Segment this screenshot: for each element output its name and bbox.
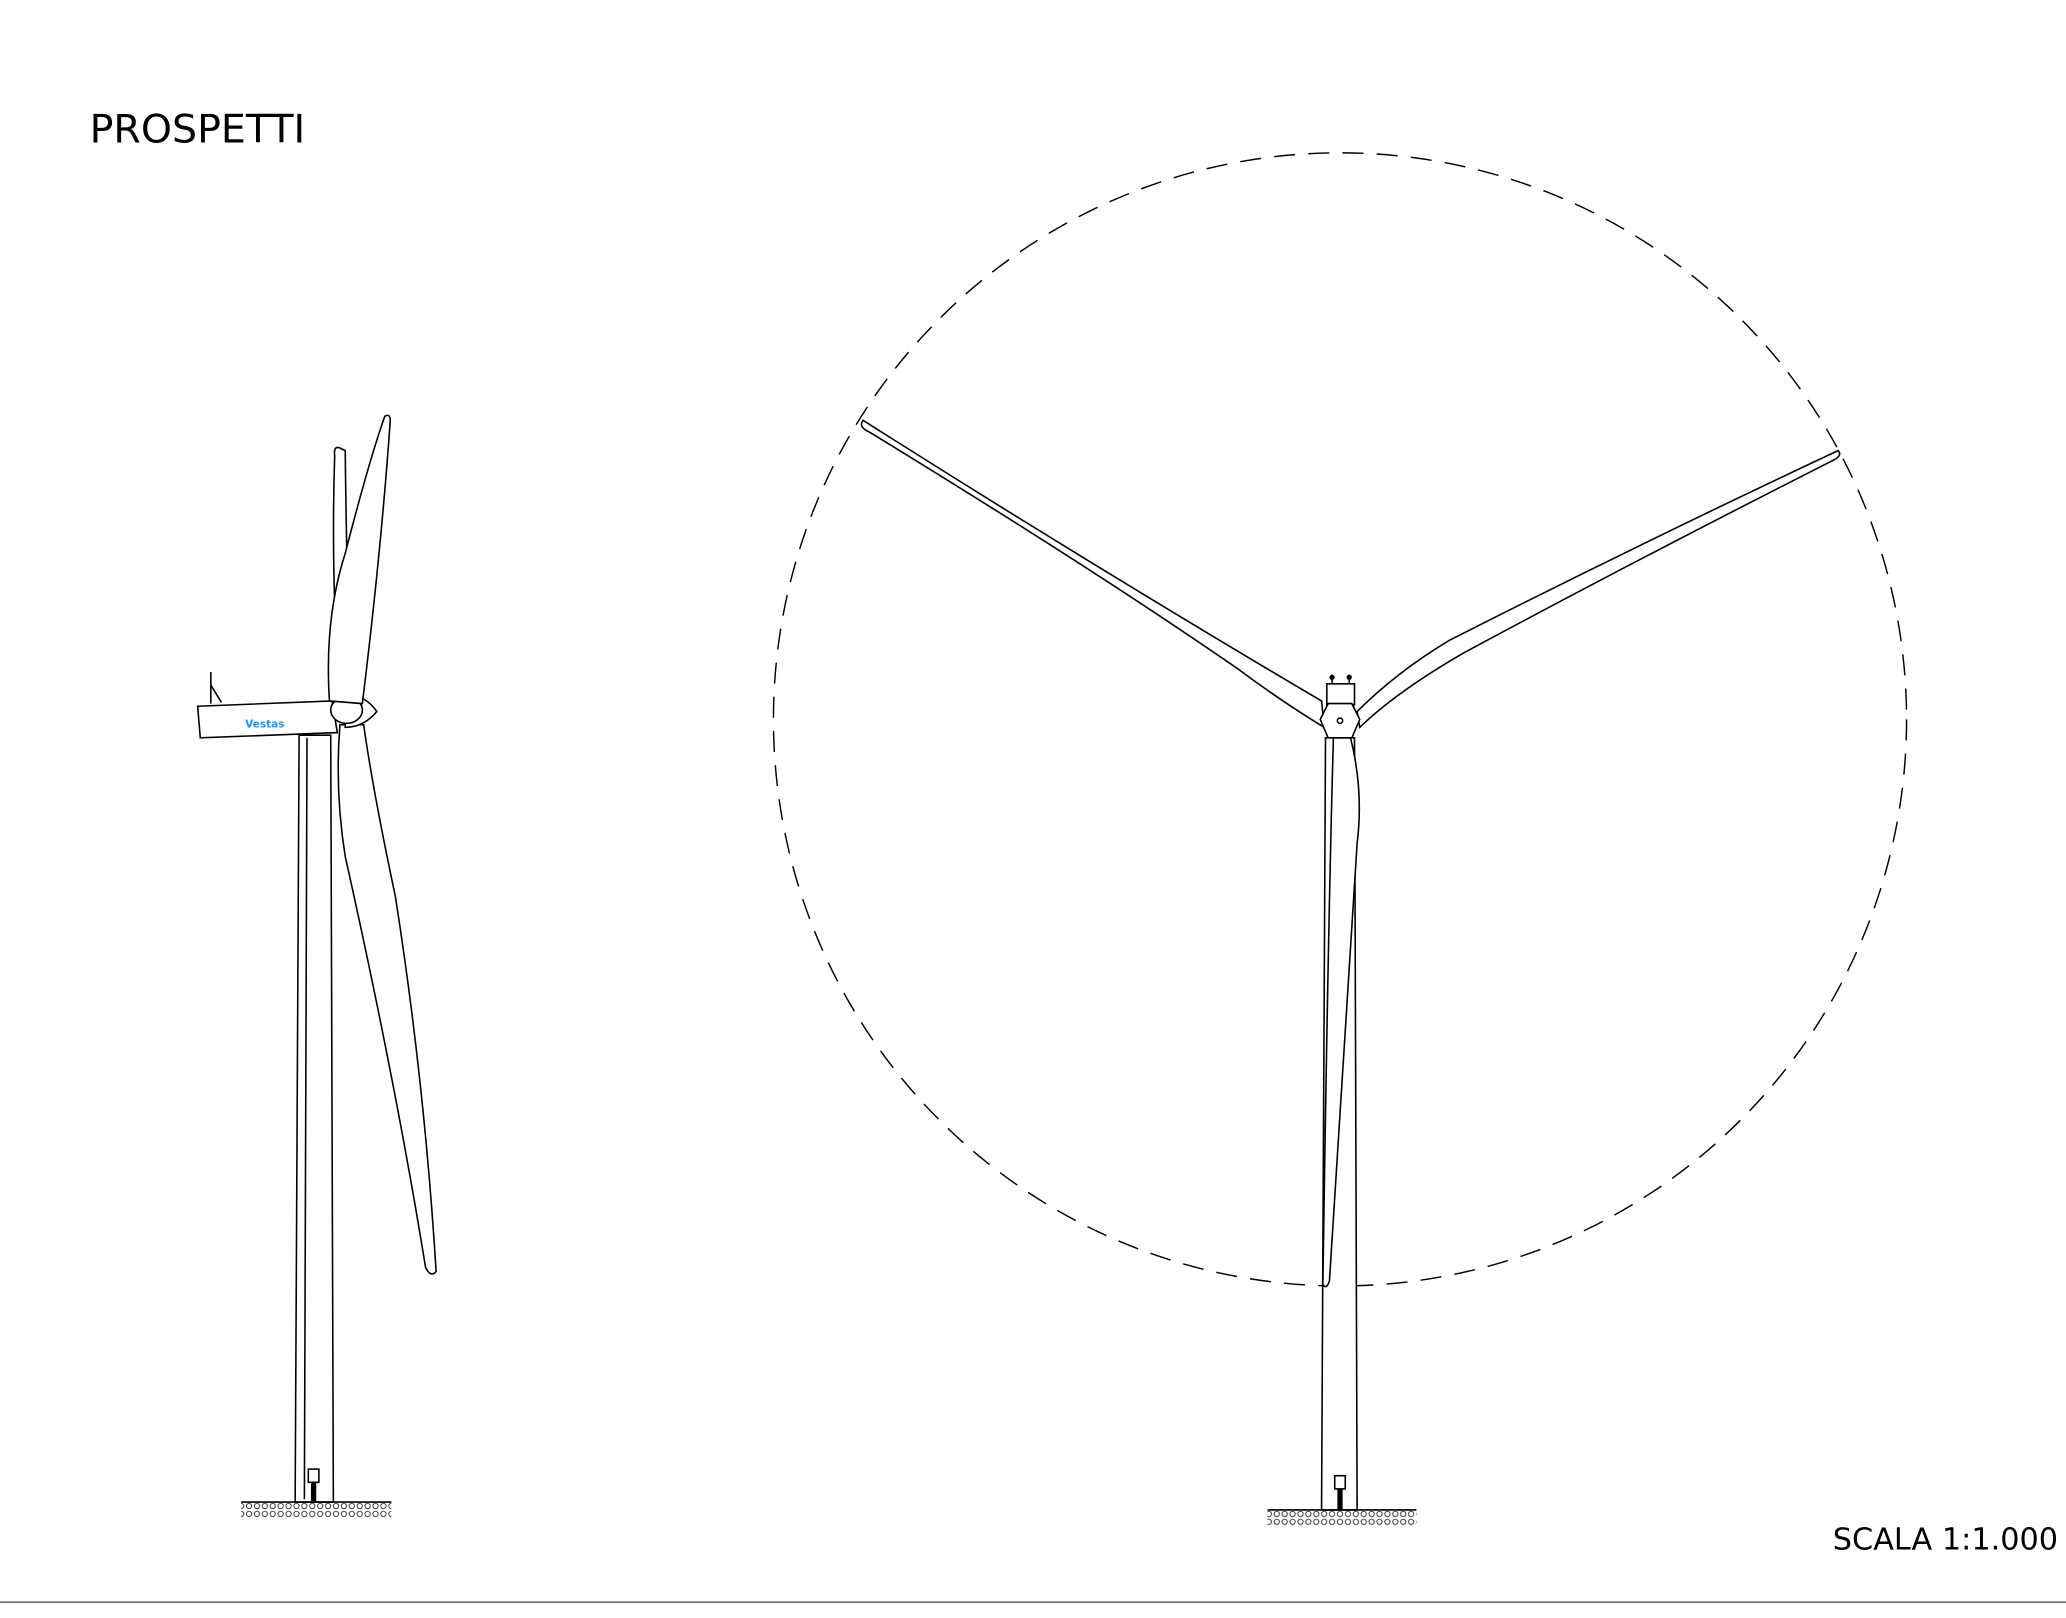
logo: Vestas	[245, 718, 284, 730]
scale-label: SCALA 1:1.000	[1833, 1522, 2058, 1557]
title: PROSPETTI	[90, 106, 306, 152]
antenna-tip	[1329, 675, 1334, 680]
nacelle-top	[1327, 684, 1355, 705]
drawing: PROSPETTI Vestas SCALA	[0, 0, 2066, 1618]
door-step	[1337, 1489, 1342, 1510]
page: PROSPETTI Vestas SCALA	[0, 0, 2066, 1618]
antenna-tip	[1347, 675, 1352, 680]
door-step	[311, 1482, 316, 1502]
door	[308, 1469, 319, 1482]
foundation	[1268, 1510, 1417, 1526]
foundation	[241, 1502, 391, 1518]
tower	[295, 735, 333, 1502]
door	[1335, 1476, 1346, 1489]
hub-center	[1337, 718, 1342, 723]
